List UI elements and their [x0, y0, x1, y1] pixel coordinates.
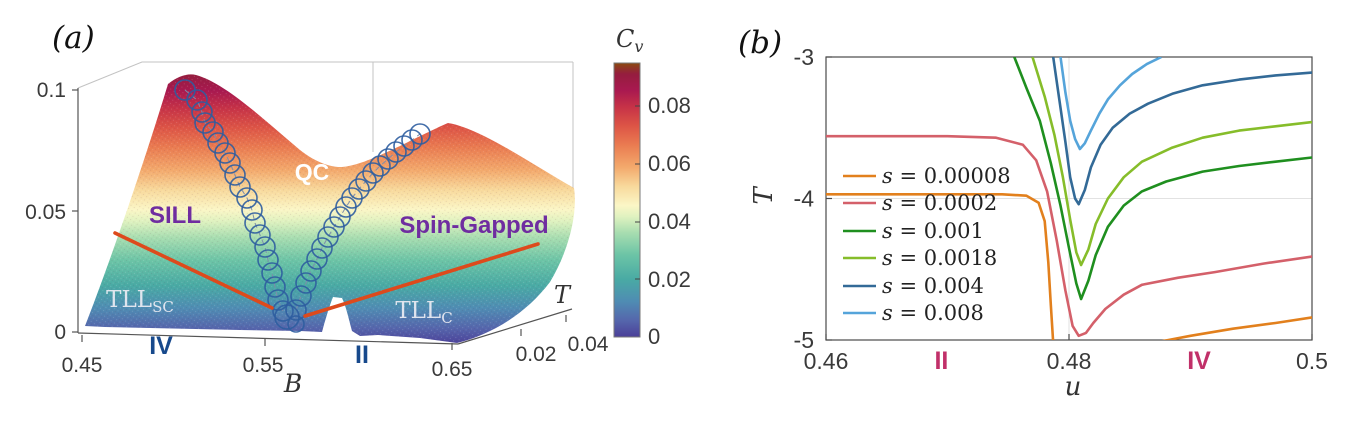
b-region-label-II: II [934, 347, 948, 375]
legend-label-2: s = 0.0002 [882, 191, 997, 215]
legend: s = 0.00008 s = 0.0002 s = 0.001 s = 0.0018… [843, 164, 1011, 325]
a-taxis-label: T [554, 281, 572, 309]
region-label-tll-sc: TLLSC [106, 287, 174, 316]
curve-0.004 [1051, 57, 1312, 206]
valley-markers [274, 304, 305, 333]
cb-tick-0_04: 0.04 [648, 209, 691, 234]
b-ytick--4: -4 [794, 186, 815, 212]
legend-label-5: s = 0.004 [882, 274, 984, 298]
legend-label-4: s = 0.0018 [882, 246, 997, 270]
b-ytick--5: -5 [794, 327, 814, 353]
b-region-label-IV: IV [1187, 347, 1211, 375]
data-curves [826, 57, 1312, 340]
b-xtick-0.48: 0.48 [1047, 348, 1092, 374]
phase-boundary-line-2 [303, 242, 540, 318]
cb-tick-0_08: 0.08 [648, 93, 691, 118]
a-xtick-0_65: 0.65 [432, 358, 473, 381]
a-ztick-0_1: 0.1 [37, 79, 66, 102]
a-xaxis-label: B [283, 369, 302, 398]
cb-tick-0_02: 0.02 [648, 267, 691, 292]
region-label-tll-c: TLLC [395, 298, 452, 327]
b-xtick-0.5: 0.5 [1296, 348, 1328, 374]
b-ytick--3: -3 [794, 44, 814, 70]
cb-tick-0_06: 0.06 [648, 151, 691, 176]
legend-label-1: s = 0.00008 [882, 164, 1011, 188]
curve-0.0018 [1031, 57, 1312, 267]
axes-box-frame [77, 61, 574, 190]
legend-label-3: s = 0.001 [882, 219, 984, 243]
phase-boundary-line-1 [113, 231, 274, 310]
panel-a-tag: (a) [52, 20, 95, 56]
panel-b-line-plot: s = 0.00008 s = 0.0002 s = 0.001 s = 0.0018… [738, 25, 1328, 402]
region-label-qc: QC [295, 159, 330, 185]
cb-tick-0: 0 [648, 324, 660, 349]
b-yaxis-label: T [749, 186, 779, 205]
panel-a-surface-plot: 0.1 0.05 0 0.45 0.55 0.65 0.02 0.04 B T … [25, 20, 691, 398]
region-label-ii: II [355, 341, 369, 369]
axis-ticks [825, 56, 1313, 341]
a-xtick-0_55: 0.55 [243, 354, 284, 377]
legend-label-6: s = 0.008 [882, 301, 984, 325]
colorbar: Cv 0.08 0.06 0.04 0.02 0 [613, 25, 691, 349]
colorbar-title: Cv [616, 25, 643, 56]
ridge-marker-chain-right [285, 123, 431, 321]
b-xtick-0.46: 0.46 [804, 348, 849, 374]
tick-labels: 0.46 0.48 0.5 -3 -4 -5 [794, 44, 1328, 374]
axes-lines [72, 88, 573, 350]
curve-0.00008 [1161, 316, 1312, 340]
region-label-iv: IV [149, 332, 173, 360]
ridge-and-phase-overlays [113, 79, 540, 333]
curve-0.008 [1059, 57, 1162, 151]
ridge-dashed-line-right [295, 133, 421, 311]
ridge-marker-chain-left [174, 79, 294, 322]
a-ztick-0_05: 0.05 [25, 201, 66, 224]
curve-0.00008 [826, 193, 1055, 340]
curve-0.0002 [826, 134, 1312, 338]
a-ztick-0: 0 [54, 321, 66, 344]
a-xtick-0_45: 0.45 [62, 354, 103, 377]
panel-b-tag: (b) [738, 25, 782, 61]
region-label-spin-gapped: Spin-Gapped [399, 212, 548, 239]
ridge-dashed-line-left [184, 89, 284, 312]
region-labels: II IV [934, 347, 1211, 375]
curve-0.001 [1013, 57, 1312, 301]
gridlines [826, 57, 1312, 340]
b-xaxis-label: u [1065, 372, 1082, 402]
a-ttick-0_04: 0.04 [568, 333, 609, 356]
region-label-sill: SILL [149, 202, 201, 229]
a-ttick-0_02: 0.02 [516, 343, 557, 366]
